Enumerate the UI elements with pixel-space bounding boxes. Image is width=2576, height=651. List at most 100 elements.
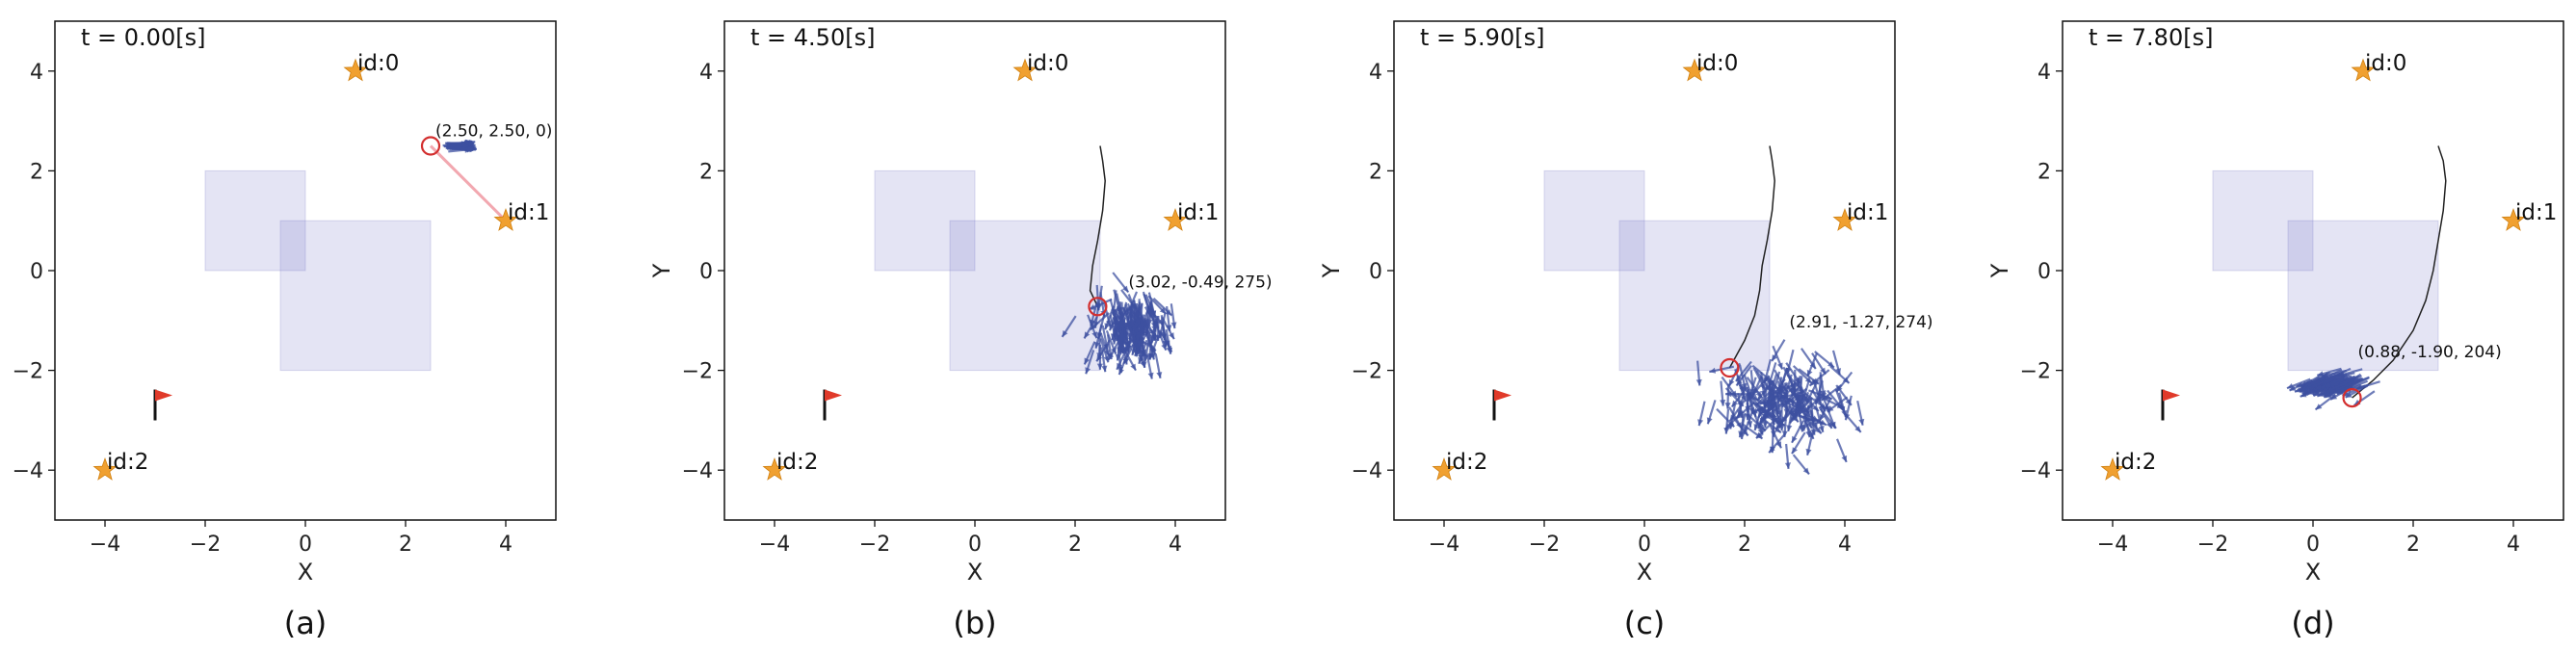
robot-circle bbox=[1720, 357, 1740, 378]
particle-arrow-head bbox=[1141, 361, 1147, 368]
particle-arrow-head bbox=[1738, 411, 1745, 418]
particle-arrow-head bbox=[1089, 304, 1096, 310]
particle-arrow-head bbox=[1759, 383, 1766, 391]
landmark-label: id:0 bbox=[1696, 51, 1738, 76]
particle-arrow-head bbox=[1103, 355, 1110, 363]
panel-3: id:0 id:1 id:2 (2.91, -1.27, 274) −4 −4 −2 −2 0 0… bbox=[1318, 20, 1933, 641]
particle-arrow-head bbox=[1149, 336, 1156, 344]
particle-arrow-head bbox=[1138, 356, 1144, 364]
particle-arrow-head bbox=[1108, 353, 1115, 360]
particle-arrow-head bbox=[1090, 323, 1097, 330]
particle-arrow-head bbox=[1770, 402, 1776, 409]
particle-arrow-head bbox=[1804, 377, 1812, 383]
particle-arrow-head bbox=[1762, 401, 1769, 408]
particle-arrow-head bbox=[1085, 367, 1091, 375]
y-tick-label: 2 bbox=[30, 160, 43, 184]
particle-arrow-head bbox=[1117, 362, 1122, 370]
particle-arrow-head bbox=[1771, 389, 1777, 396]
particle-arrow-head bbox=[2321, 389, 2328, 396]
particle-arrow-head bbox=[1819, 413, 1826, 421]
obstacle-rect bbox=[1543, 169, 1645, 272]
particle-arrow-head bbox=[1062, 330, 1068, 337]
x-tick-label: 4 bbox=[1838, 533, 1852, 557]
y-tick-label: −4 bbox=[682, 459, 713, 483]
robot-pose-label: (0.88, -1.90, 204) bbox=[2358, 343, 2502, 362]
plot-area: id:0 id:1 id:2 bbox=[2100, 51, 2557, 481]
particle-arrow-head bbox=[1806, 369, 1813, 377]
particle-arrow-head bbox=[2325, 381, 2332, 388]
particle-arrow-head bbox=[1824, 405, 1830, 413]
particle-arrow-head bbox=[1755, 390, 1762, 398]
x-tick-label: 2 bbox=[1068, 533, 1082, 557]
particle-arrow-head bbox=[1835, 368, 1842, 375]
landmark-star bbox=[343, 58, 368, 82]
particle-arrow-head bbox=[1809, 379, 1817, 386]
particle-arrow-head bbox=[1117, 348, 1124, 355]
particle-arrow-head bbox=[1778, 399, 1785, 406]
landmark-star bbox=[1432, 457, 1457, 481]
particle-arrow-head bbox=[1750, 392, 1757, 400]
particle-arrow-head bbox=[1114, 334, 1120, 342]
particle-arrow-head bbox=[1166, 325, 1172, 331]
goal-flag-icon bbox=[1494, 389, 1511, 402]
particle-arrow-head bbox=[1778, 425, 1785, 431]
particle-arrow-head bbox=[1792, 435, 1798, 443]
obstacle-rect bbox=[204, 169, 306, 272]
particle-arrow-head bbox=[1779, 395, 1786, 403]
particle-arrow-head bbox=[1695, 378, 1702, 386]
particle-arrow-head bbox=[1811, 415, 1819, 422]
particle-arrow-head bbox=[1845, 398, 1852, 405]
particle-arrow-head bbox=[1805, 430, 1812, 438]
landmark-star bbox=[2501, 208, 2526, 231]
particle-arrow-head bbox=[1094, 342, 1100, 349]
particle-cloud bbox=[2286, 367, 2380, 411]
particle-arrow-head bbox=[1775, 418, 1783, 425]
obstacle-rect bbox=[1618, 220, 1771, 372]
particle-arrow-head bbox=[1756, 431, 1763, 439]
particle-arrow-head bbox=[1129, 336, 1136, 344]
robot-circle bbox=[2342, 387, 2362, 408]
y-tick-label: −2 bbox=[13, 360, 43, 384]
trajectory-line bbox=[1728, 145, 1775, 369]
particle-arrow-head bbox=[1790, 416, 1796, 424]
particle-arrow-head bbox=[1130, 363, 1136, 371]
particle-arrow-head bbox=[1815, 427, 1822, 434]
plot-area: id:0 id:1 id:2 bbox=[1432, 51, 1888, 481]
landmark-star bbox=[1832, 208, 1857, 231]
x-axis-label: X bbox=[967, 559, 983, 586]
landmark-label: id:1 bbox=[2515, 200, 2557, 225]
x-tick-label: −4 bbox=[1429, 533, 1459, 557]
particle-arrow-head bbox=[1101, 365, 1108, 373]
x-tick-label: −2 bbox=[190, 533, 221, 557]
particle-arrow-head bbox=[1829, 422, 1836, 429]
particle-arrow-head bbox=[1751, 395, 1759, 402]
x-tick-label: −4 bbox=[759, 533, 790, 557]
particle-arrow-head bbox=[1736, 422, 1743, 430]
particle-arrow-head bbox=[1126, 307, 1133, 315]
particle-arrow-head bbox=[1748, 407, 1755, 414]
particle-arrow-head bbox=[1148, 352, 1155, 360]
particle-arrow-head bbox=[1720, 400, 1726, 406]
particle-arrow-head bbox=[2315, 404, 2323, 410]
y-tick-label: 4 bbox=[2037, 61, 2051, 85]
x-tick-label: −4 bbox=[2097, 533, 2128, 557]
landmark-label: id:1 bbox=[1847, 200, 1888, 225]
obstacle-rect bbox=[874, 169, 976, 272]
particle-arrow-head bbox=[1741, 395, 1747, 402]
particle-arrow-head bbox=[2300, 391, 2307, 398]
particle-arrow-head bbox=[1775, 415, 1782, 422]
particle-arrow-head bbox=[2315, 384, 2322, 391]
particle-arrow-head bbox=[1169, 332, 1174, 340]
x-tick-label: 4 bbox=[1169, 533, 1182, 557]
x-tick-label: −2 bbox=[859, 533, 890, 557]
x-tick-label: 4 bbox=[2507, 533, 2520, 557]
particle-arrow-head bbox=[2322, 386, 2329, 392]
particle-arrow-head bbox=[2304, 380, 2312, 387]
particle-arrow-head bbox=[1775, 395, 1782, 403]
y-axis-label: Y bbox=[648, 263, 675, 278]
y-axis-label: Y bbox=[1318, 263, 1345, 278]
particle-arrow-head bbox=[1144, 329, 1151, 337]
x-tick-label: 2 bbox=[2406, 533, 2420, 557]
particle-arrow-head bbox=[1792, 415, 1799, 423]
